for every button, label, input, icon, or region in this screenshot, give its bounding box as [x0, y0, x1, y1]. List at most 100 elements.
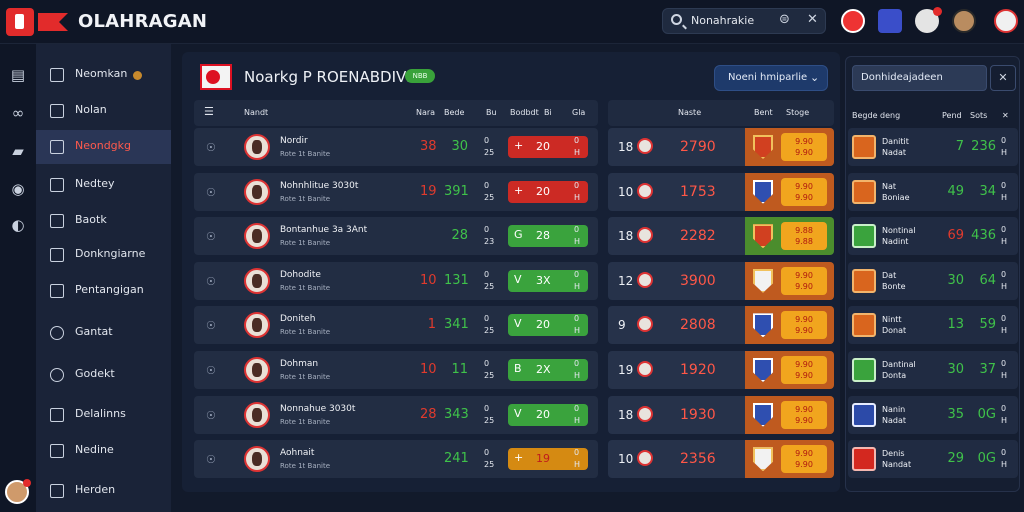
odds-box[interactable]: 9.90 9.90 — [781, 356, 827, 384]
result-chip[interactable]: +20 — [508, 180, 588, 203]
app-logo[interactable] — [6, 8, 68, 36]
table-row[interactable]: ☉ Dohman Rote 1t Banite 10 11 0 25 B 2X 0 H — [194, 351, 598, 389]
list-item[interactable]: Nat Boniae 49 34 0 H — [848, 172, 1018, 211]
column-header[interactable]: Begde deng — [852, 111, 901, 120]
odds-box[interactable]: 9.90 9.90 — [781, 445, 827, 474]
table-row[interactable]: ☉ Doniteh Rote 1t Banite 1 341 0 25 V 20 0 H — [194, 306, 598, 345]
stats-row[interactable]: 18 2790 9.90 9.90 — [608, 128, 834, 166]
link-icon[interactable]: ∞ — [11, 104, 25, 122]
team-crest-icon[interactable] — [994, 9, 1018, 33]
stat-value: 28 — [451, 228, 468, 244]
column-header[interactable]: Bu — [486, 108, 497, 117]
favorite-icon[interactable]: ☉ — [206, 408, 216, 422]
club-badge-icon[interactable] — [841, 9, 865, 33]
stats-row[interactable]: 9 2808 9.90 9.90 — [608, 306, 834, 345]
column-header[interactable]: Pend — [942, 111, 962, 120]
competition-dropdown[interactable]: Noeni hmiparlie ⌄ — [714, 65, 828, 91]
profile-avatar[interactable] — [952, 9, 976, 33]
result-chip[interactable]: G 28 — [508, 225, 588, 248]
sidebar-item-11[interactable]: Herden — [36, 474, 171, 508]
table-row[interactable]: ☉ Aohnait Rote 1t Banite 241 0 25 +19 0 H — [194, 440, 598, 479]
group-select[interactable]: Donhideajadeen — [852, 65, 987, 91]
column-header[interactable]: Bodbdt — [510, 108, 539, 117]
odds-box[interactable]: 9.90 9.90 — [781, 133, 827, 161]
search-input[interactable]: Nonahrakie — [691, 14, 755, 27]
notifications-icon[interactable] — [915, 7, 942, 33]
sidebar-item-2[interactable]: Neondgkg — [36, 130, 171, 164]
result-chip[interactable]: B 2X — [508, 359, 588, 381]
sidebar-item-9[interactable]: Delalinns — [36, 398, 171, 432]
table-row[interactable]: ☉ Nonnahue 3030t Rote 1t Banite 28 343 0 25 V 2… — [194, 395, 598, 434]
list-item[interactable]: Nontinal Nadint 69 436 0 H — [848, 217, 1018, 256]
table-row[interactable]: ☉ Dohodite Rote 1t Banite 10 131 0 25 V 3X 0 H — [194, 261, 598, 300]
odds-box[interactable]: 9.90 9.90 — [781, 177, 827, 206]
sidebar-item-1[interactable]: Nolan — [36, 94, 171, 128]
column-header[interactable]: Nandt — [244, 108, 269, 117]
sidebar-item-7[interactable]: Gantat — [36, 316, 171, 350]
user-avatar[interactable] — [5, 479, 31, 504]
favorite-icon[interactable]: ☉ — [206, 230, 216, 244]
row-tail: 0 H — [1001, 225, 1008, 247]
column-header[interactable]: Gla — [572, 108, 586, 117]
team-badge-icon — [637, 316, 653, 333]
column-header[interactable]: Bi — [544, 108, 552, 117]
chart-icon[interactable]: ▰ — [12, 142, 24, 160]
search-box[interactable]: Nonahrakie ⊜ ✕ — [662, 8, 826, 34]
stats-row[interactable]: 10 1753 9.90 9.90 — [608, 172, 834, 211]
odds-box[interactable]: 9.90 9.90 — [781, 311, 827, 340]
column-header[interactable]: Sots — [970, 111, 988, 120]
result-chip[interactable]: V 20 — [508, 403, 588, 426]
dashboard-icon[interactable]: ▤ — [10, 66, 26, 84]
compass-icon[interactable]: ◐ — [11, 216, 25, 234]
list-item[interactable]: Nintt Donat 13 59 0 H — [848, 306, 1018, 345]
filter-icon[interactable]: ⊜ — [779, 12, 790, 27]
shield-icon[interactable] — [878, 9, 902, 33]
result-chip[interactable]: V 3X — [508, 269, 588, 292]
sidebar-item-5[interactable]: Donkngiarne — [36, 238, 171, 272]
column-header[interactable]: Bent — [754, 108, 773, 117]
column-header[interactable]: Nara — [416, 108, 436, 117]
odds-box[interactable]: 9.88 9.88 — [781, 222, 827, 251]
result-chip[interactable]: V 20 — [508, 314, 588, 337]
stats-row[interactable]: 19 1920 9.90 9.90 — [608, 351, 834, 389]
sidebar-item-0[interactable]: Neomkan — [36, 58, 171, 92]
close-icon[interactable]: ✕ — [807, 12, 818, 27]
odds-value: 9.90 9.90 — [795, 449, 813, 470]
column-header[interactable]: Naste — [678, 108, 702, 117]
table-row[interactable]: ☉ Nordir Rote 1t Banite 38 30 0 25 +20 0 H — [194, 128, 598, 166]
sidebar-item-8[interactable]: Godekt — [36, 358, 171, 392]
list-item[interactable]: Dantinal Donta 30 37 0 H — [848, 351, 1018, 389]
sidebar-item-4[interactable]: Baotk — [36, 204, 171, 238]
globe-icon[interactable]: ◉ — [11, 180, 25, 198]
list-item[interactable]: Dat Bonte 30 64 0 H — [848, 261, 1018, 300]
stats-row[interactable]: 18 2282 9.88 9.88 — [608, 217, 834, 256]
team-crest-icon — [244, 357, 270, 383]
table-row[interactable]: ☉ Nohnhlitue 3030t Rote 1t Banite 19 391 0 25… — [194, 172, 598, 211]
close-icon[interactable]: ✕ — [990, 65, 1016, 91]
close-icon[interactable]: ✕ — [1002, 111, 1009, 120]
table-row[interactable]: ☉ Bontanhue 3a 3Ant Rote 1t Banite 28 0 23 G 2… — [194, 217, 598, 256]
sidebar-item-3[interactable]: Nedtey — [36, 168, 171, 202]
favorite-icon[interactable]: ☉ — [206, 319, 216, 333]
result-chip[interactable]: +20 — [508, 136, 588, 158]
list-item[interactable]: Nanin Nadat 35 0G 0 H — [848, 395, 1018, 434]
favorite-icon[interactable]: ☉ — [206, 364, 216, 377]
sidebar-item-6[interactable]: Pentangigan — [36, 274, 171, 308]
sidebar-item-10[interactable]: Nedine — [36, 434, 171, 468]
list-item[interactable]: Danitit Nadat 7 236 0 H — [848, 128, 1018, 166]
odds-box[interactable]: 9.90 9.90 — [781, 266, 827, 295]
stats-row[interactable]: 12 3900 9.90 9.90 — [608, 261, 834, 300]
sidebar-item-label: Nedtey — [75, 177, 115, 190]
list-item[interactable]: Denis Nandat 29 0G 0 H — [848, 440, 1018, 479]
odds-box[interactable]: 9.90 9.90 — [781, 400, 827, 429]
stats-row[interactable]: 10 2356 9.90 9.90 — [608, 440, 834, 479]
stats-row[interactable]: 18 1930 9.90 9.90 — [608, 395, 834, 434]
result-chip[interactable]: +19 — [508, 448, 588, 471]
favorite-icon[interactable]: ☉ — [206, 453, 216, 467]
favorite-icon[interactable]: ☉ — [206, 274, 216, 288]
favorite-icon[interactable]: ☉ — [206, 141, 216, 154]
favorite-icon[interactable]: ☉ — [206, 185, 216, 199]
menu-icon[interactable]: ☰ — [204, 105, 214, 118]
column-header[interactable]: Stoge — [786, 108, 810, 117]
column-header[interactable]: Bede — [444, 108, 465, 117]
